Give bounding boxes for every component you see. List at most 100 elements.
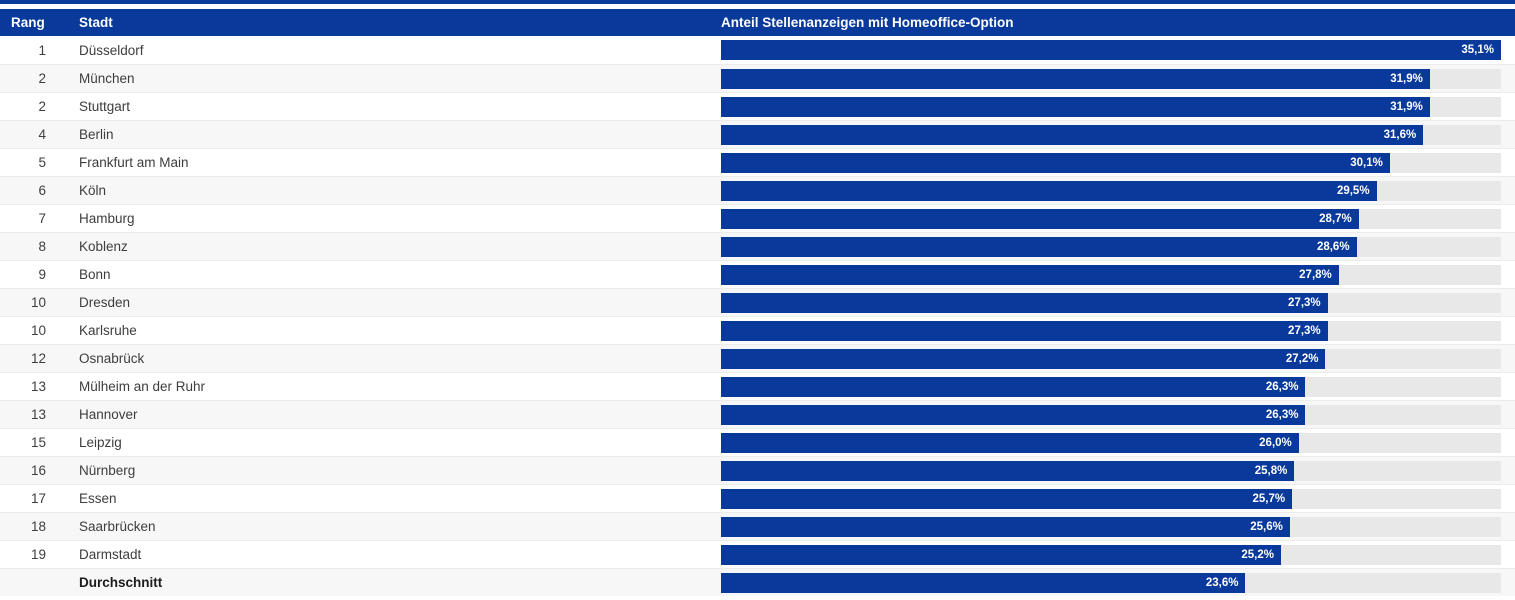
bar-track: 31,6% bbox=[721, 124, 1501, 145]
city-cell: Saarbrücken bbox=[79, 519, 156, 534]
bar-cell: 31,9% bbox=[721, 96, 1515, 117]
bar-cell: 25,2% bbox=[721, 544, 1515, 565]
city-cell: Stuttgart bbox=[79, 99, 131, 114]
bar-fill: 25,2% bbox=[721, 544, 1281, 565]
table-row: 19 Darmstadt 25,2% bbox=[0, 540, 1515, 568]
city-cell: Koblenz bbox=[79, 239, 128, 254]
bar-fill: 27,3% bbox=[721, 292, 1328, 313]
city-cell: Frankfurt am Main bbox=[79, 155, 189, 170]
city-cell: Dresden bbox=[79, 295, 131, 310]
city-cell: Nürnberg bbox=[79, 463, 136, 478]
bar-fill: 28,6% bbox=[721, 236, 1357, 257]
table-row: 9 Bonn 27,8% bbox=[0, 260, 1515, 288]
bar-fill: 27,8% bbox=[721, 264, 1339, 285]
rank-cell: 16 bbox=[30, 463, 46, 478]
bar-fill: 30,1% bbox=[721, 152, 1390, 173]
bar-cell: 27,2% bbox=[721, 348, 1515, 369]
bar-track: 27,2% bbox=[721, 348, 1501, 369]
table-row: 2 München 31,9% bbox=[0, 64, 1515, 92]
bar-track: 31,9% bbox=[721, 68, 1501, 89]
bar-cell: 26,0% bbox=[721, 432, 1515, 453]
bar-cell: 27,8% bbox=[721, 264, 1515, 285]
table-row: 17 Essen 25,7% bbox=[0, 484, 1515, 512]
bar-fill: 35,1% bbox=[721, 40, 1501, 60]
city-cell: Darmstadt bbox=[79, 547, 142, 562]
bar-value-label: 27,3% bbox=[1288, 324, 1321, 337]
bar-value-label: 25,8% bbox=[1254, 464, 1288, 477]
bar-cell: 25,8% bbox=[721, 460, 1515, 481]
table-row: 2 Stuttgart 31,9% bbox=[0, 92, 1515, 120]
city-cell: Bonn bbox=[79, 267, 111, 282]
bar-track: 25,6% bbox=[721, 516, 1501, 537]
rank-cell: 19 bbox=[30, 547, 46, 562]
bar-value-label: 27,8% bbox=[1299, 268, 1332, 281]
bar-cell: 29,5% bbox=[721, 180, 1515, 201]
top-accent-strip bbox=[0, 0, 1515, 4]
city-cell: Essen bbox=[79, 491, 117, 506]
table-header-row: Rang Stadt Anteil Stellenanzeigen mit Ho… bbox=[0, 9, 1515, 36]
bar-track: 26,3% bbox=[721, 404, 1501, 425]
bar-value-label: 26,0% bbox=[1259, 436, 1292, 449]
bar-value-label: 28,6% bbox=[1316, 240, 1350, 253]
table-row: 18 Saarbrücken 25,6% bbox=[0, 512, 1515, 540]
bar-cell: 28,7% bbox=[721, 208, 1515, 229]
table-row: 15 Leipzig 26,0% bbox=[0, 428, 1515, 456]
rank-cell: 1 bbox=[38, 42, 46, 58]
bar-track: 25,2% bbox=[721, 544, 1501, 565]
bar-value-label: 28,7% bbox=[1319, 212, 1352, 225]
bar-value-label: 23,6% bbox=[1205, 576, 1239, 589]
city-cell: Mülheim an der Ruhr bbox=[79, 379, 206, 394]
rank-cell: 8 bbox=[38, 239, 46, 254]
table-row: 6 Köln 29,5% bbox=[0, 176, 1515, 204]
city-cell: Leipzig bbox=[79, 435, 122, 450]
bar-track: 30,1% bbox=[721, 152, 1501, 173]
bar-cell: 31,9% bbox=[721, 68, 1515, 89]
rank-cell: 2 bbox=[38, 99, 46, 114]
bar-value-label: 27,2% bbox=[1285, 352, 1319, 365]
bar-fill: 25,6% bbox=[721, 516, 1290, 537]
bar-value-label: 26,3% bbox=[1265, 380, 1299, 393]
rank-cell: 6 bbox=[38, 183, 46, 198]
bar-cell: 26,3% bbox=[721, 404, 1515, 425]
bar-fill: 29,5% bbox=[721, 180, 1377, 201]
table-body: 1 Düsseldorf 35,1% 2 München 31,9% bbox=[0, 36, 1515, 596]
bar-cell: 25,6% bbox=[721, 516, 1515, 537]
rank-cell: 15 bbox=[30, 435, 46, 450]
bar-value-label: 25,7% bbox=[1252, 492, 1286, 505]
city-cell: München bbox=[79, 71, 135, 86]
bar-fill: 25,7% bbox=[721, 488, 1293, 509]
column-header-rank: Rang bbox=[11, 15, 45, 30]
bar-track: 25,8% bbox=[721, 460, 1501, 481]
city-cell: Osnabrück bbox=[79, 351, 145, 366]
city-cell: Köln bbox=[79, 183, 107, 198]
table-row: 7 Hamburg 28,7% bbox=[0, 204, 1515, 232]
bar-track: 25,7% bbox=[721, 488, 1501, 509]
rank-cell: 13 bbox=[30, 379, 46, 394]
bar-track: 27,3% bbox=[721, 320, 1501, 341]
rank-cell: 17 bbox=[30, 491, 46, 506]
table-row: 12 Osnabrück 27,2% bbox=[0, 344, 1515, 372]
table-row: 8 Koblenz 28,6% bbox=[0, 232, 1515, 260]
bar-track: 28,7% bbox=[721, 208, 1501, 229]
bar-track: 27,3% bbox=[721, 292, 1501, 313]
top-gap bbox=[0, 4, 1515, 9]
rank-cell: 7 bbox=[38, 211, 46, 226]
bar-track: 35,1% bbox=[721, 40, 1501, 60]
bar-fill: 23,6% bbox=[721, 572, 1246, 593]
bar-value-label: 35,1% bbox=[1461, 44, 1494, 56]
rank-cell: 13 bbox=[30, 407, 46, 422]
bar-fill: 31,6% bbox=[721, 124, 1424, 145]
city-cell: Durchschnitt bbox=[79, 575, 163, 590]
bar-track: 29,5% bbox=[721, 180, 1501, 201]
column-header-city: Stadt bbox=[79, 15, 113, 30]
rank-cell: 10 bbox=[30, 323, 46, 338]
table-row: 10 Dresden 27,3% bbox=[0, 288, 1515, 316]
bar-value-label: 29,5% bbox=[1336, 184, 1370, 197]
table-row: 1 Düsseldorf 35,1% bbox=[0, 36, 1515, 64]
city-cell: Düsseldorf bbox=[79, 42, 144, 58]
city-cell: Hamburg bbox=[79, 211, 135, 226]
rank-cell: 12 bbox=[30, 351, 46, 366]
table-row: 5 Frankfurt am Main 30,1% bbox=[0, 148, 1515, 176]
bar-value-label: 26,3% bbox=[1265, 408, 1299, 421]
